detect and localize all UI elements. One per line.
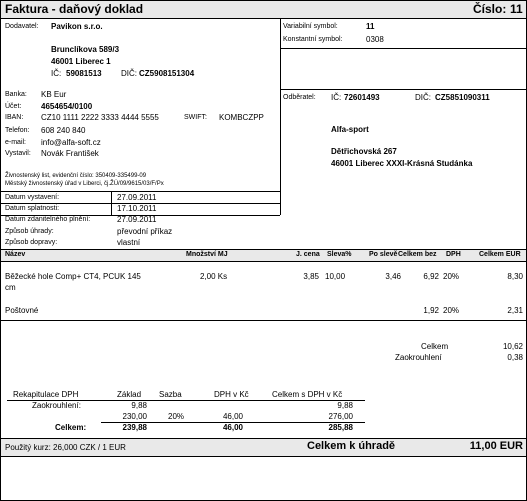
iban-value: CZ10 1111 2222 3333 4444 5555 [41,113,159,122]
items-col-qty: Množství MJ [186,251,228,258]
exchange-rate: Použitý kurz: 26,000 CZK / 1 EUR [5,443,126,452]
phone-value: 608 240 840 [41,126,86,135]
variable-symbol: 11 [366,22,375,31]
account-label: Účet: [5,103,22,110]
vat-recap-row-base: 239,88 [122,423,147,432]
items-col-total-eur: Celkem EUR [479,251,521,258]
payment-method-label: Způsob úhrady: [5,228,54,235]
vat-recap-row-label: Celkem: [55,423,87,432]
customer-dic: CZ5851090311 [435,93,490,102]
swift-label: SWIFT: [184,114,207,121]
item-after-discount: 3,46 [385,272,401,281]
customer-dic-label: DIČ: [415,93,431,102]
item-total-excl: 6,92 [423,272,439,281]
item-total-eur: 2,31 [507,306,523,315]
item-total-excl: 1,92 [423,306,439,315]
supplier-dic: CZ5908151304 [139,69,195,78]
transport-method: vlastní [117,238,141,247]
items-col-unit-price: J. cena [296,251,320,258]
items-col-total-excl: Celkem bez [398,251,437,258]
items-col-vat: DPH [446,251,461,258]
payment-method: převodní příkaz [117,227,173,236]
supplier-dic-label: DIČ: [121,69,137,78]
column-divider [280,18,281,191]
supplier-street: Brunclíkova 589/3 [51,45,120,54]
iban-label: IBAN: [5,114,24,121]
item-name-continued: cm [5,283,16,292]
license-line-2: Městský živnostenský úřad v Liberci, čj.… [5,181,164,187]
customer-ic: 72601493 [344,93,380,102]
issued-by-label: Vystavil: [5,150,31,157]
vat-recap-title: Rekapitulace DPH [13,390,79,399]
customer-street: Dětřichovská 267 [331,147,397,156]
total-value: 10,62 [502,342,523,351]
vat-recap-row-base: 9,88 [131,401,147,410]
constant-symbol: 0308 [366,35,384,44]
vat-recap-row-total: 276,00 [328,412,353,421]
phone-label: Telefon: [5,127,30,134]
supplier-name: Pavikon s.r.o. [51,22,103,31]
item-name: Poštovné [5,306,39,315]
email-value[interactable]: info@alfa-soft.cz [41,138,101,147]
vat-recap-col-total: Celkem s DPH v Kč [272,390,343,399]
date-tax: 27.09.2011 [117,215,157,224]
issued-by-value: Novák František [41,149,99,158]
item-vat: 20% [443,306,460,315]
invoice-title: Faktura - daňový doklad [5,2,144,16]
vat-recap-row-label: Zaokrouhlení: [32,401,81,410]
items-col-name: Název [5,251,26,258]
email-label: e-mail: [5,139,27,146]
date-due: 17.10.2011 [117,204,157,213]
vat-recap-row-vat: 46,00 [222,423,243,432]
vat-recap-row-total: 285,88 [328,423,353,432]
item-total-eur: 8,30 [507,272,523,281]
items-col-after-discount: Po slevě [369,251,398,258]
date-tax-label: Datum zdanitelného plnění: [5,216,91,223]
invoice-number: 11 [510,2,523,16]
vat-recap-row-total: 9,88 [337,401,353,410]
item-vat: 20% [443,272,460,281]
customer-label: Odběratel: [283,94,316,101]
vat-recap-row-rate: 20% [168,412,185,421]
vat-recap-col-base: Základ [117,390,142,399]
constant-symbol-label: Konstantní symbol: [283,36,343,43]
amount-due-value: 11,00 EUR [469,440,523,452]
date-due-label: Datum splatnosti: [5,205,60,212]
date-issued: 27.09.2011 [117,193,157,202]
invoice-number-label: Číslo: [473,2,507,16]
bank-name: KB Eur [41,90,67,99]
swift-value: KOMBCZPP [219,113,264,122]
rounding-label: Zaokrouhlení [395,353,442,362]
amount-due-label: Celkem k úhradě [307,440,396,452]
item-qty: 2,00 Ks [200,272,228,281]
customer-name: Alfa-sport [331,125,369,134]
vat-recap-col-rate: Sazba [159,390,182,399]
invoice-header [1,1,526,18]
items-header [1,249,526,261]
item-unit-price: 3,85 [303,272,319,281]
date-issued-label: Datum vystavení: [5,194,60,201]
variable-symbol-label: Variabilní symbol: [283,23,338,30]
supplier-label: Dodavatel: [5,23,39,30]
vat-recap-row-vat: 46,00 [222,412,243,421]
vat-recap-col-vat: DPH v Kč [214,390,249,399]
customer-city: 46001 Liberec XXXI-Krásná Studánka [331,159,473,168]
transport-method-label: Způsob dopravy: [5,239,58,246]
supplier-ic: 59081513 [66,69,102,78]
rounding-value: 0,38 [507,353,523,362]
account-number: 4654654/0100 [41,102,93,111]
supplier-ic-label: IČ: [51,69,62,78]
item-name: Běžecké hole Comp+ CT4, PCUK 145 [5,272,141,281]
supplier-city: 46001 Liberec 1 [51,57,111,66]
items-col-discount: Sleva% [327,251,352,258]
vat-recap-row-base: 230,00 [122,412,147,421]
item-discount: 10,00 [325,272,346,281]
total-label: Celkem [421,342,449,351]
customer-ic-label: IČ: [331,93,342,102]
footer-bar [1,438,526,456]
license-line-1: Živnostenský list, evidenční číslo: 3504… [5,173,147,179]
bank-label: Banka: [5,91,27,98]
